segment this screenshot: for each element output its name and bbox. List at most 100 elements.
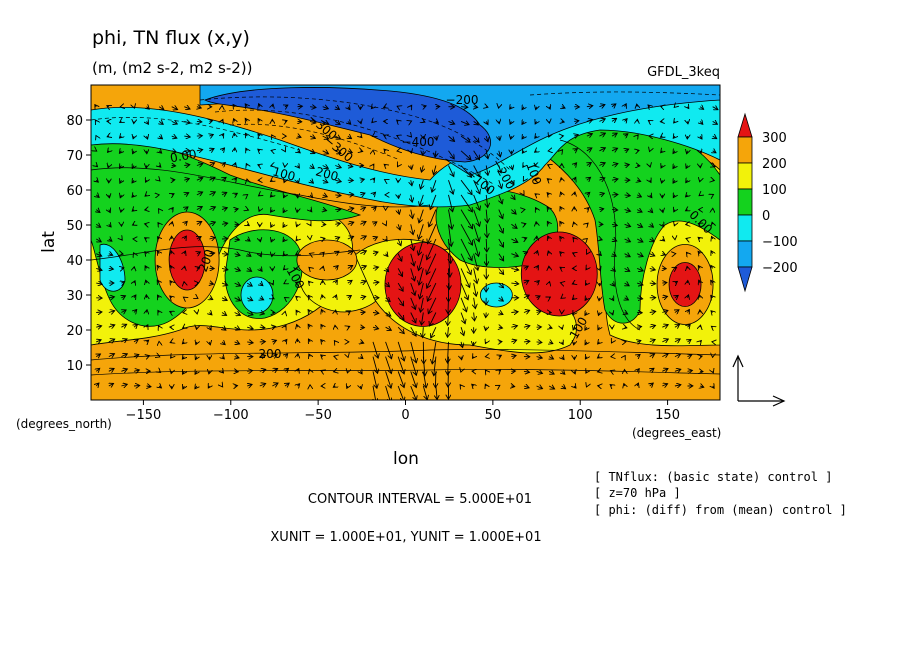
flux-vector — [611, 163, 618, 165]
flux-vector — [433, 165, 435, 175]
flux-vector — [650, 224, 654, 227]
flux-vector — [510, 121, 511, 124]
flux-vector — [486, 165, 488, 176]
flux-vector — [321, 324, 323, 327]
flux-vector — [447, 341, 448, 363]
y-tick-label: 50 — [66, 219, 83, 234]
flux-vector — [572, 283, 574, 284]
flux-vector — [108, 368, 114, 371]
flux-vector — [209, 121, 212, 122]
contour-label: −200 — [446, 93, 479, 107]
flux-vector — [285, 383, 289, 386]
flux-vector — [562, 342, 563, 345]
flux-vector — [674, 107, 675, 108]
flux-vector — [184, 179, 189, 181]
flux-vector — [473, 135, 479, 142]
flux-vector — [486, 121, 488, 124]
flux-vector — [498, 224, 503, 233]
flux-vector — [372, 341, 378, 358]
flux-vector — [637, 383, 638, 386]
flux-vector — [649, 268, 656, 270]
flux-vector — [610, 371, 612, 372]
flux-vector — [460, 194, 472, 212]
flux-vector — [397, 371, 404, 387]
flux-vector — [157, 280, 159, 283]
flux-vector — [221, 208, 227, 210]
flux-vectors — [95, 104, 718, 400]
flux-vector — [460, 312, 465, 324]
flux-vector — [132, 180, 134, 183]
flux-vector — [157, 295, 159, 298]
flux-vector — [96, 239, 101, 242]
flux-vector — [700, 107, 704, 110]
flux-vector — [96, 180, 98, 182]
flux-vector — [184, 107, 190, 109]
flux-vector — [272, 104, 273, 107]
flux-vector — [625, 283, 630, 286]
flux-vector — [147, 356, 150, 357]
flux-vector — [170, 281, 172, 283]
flux-vector — [96, 166, 97, 167]
flux-vector — [384, 164, 385, 165]
flux-vector — [637, 150, 639, 151]
flux-vector — [296, 239, 298, 241]
flux-vector — [109, 239, 112, 241]
flux-vector — [145, 195, 147, 196]
flux-vector — [511, 166, 512, 170]
flux-vector — [419, 209, 424, 223]
flux-vector — [713, 386, 714, 388]
flux-vector — [448, 180, 453, 194]
flux-vector — [360, 296, 365, 297]
flux-vector — [711, 311, 713, 313]
flux-vector — [209, 177, 215, 180]
flux-vector — [423, 121, 425, 122]
flux-vector — [624, 195, 631, 196]
flux-vector — [673, 166, 675, 169]
flux-vector — [96, 368, 100, 371]
flux-vector — [234, 239, 240, 240]
flux-vector — [560, 267, 562, 268]
flux-vector — [309, 136, 315, 138]
flux-vector — [335, 251, 339, 253]
flux-vector — [109, 210, 110, 213]
flux-vector — [661, 166, 662, 169]
flux-vector — [686, 180, 688, 183]
flux-vector — [420, 297, 423, 312]
flux-vector — [560, 221, 562, 224]
flux-vector — [536, 342, 542, 343]
flux-vector — [309, 267, 310, 268]
flux-vector — [700, 136, 702, 139]
flux-vector — [209, 313, 212, 315]
contour-label: 100 — [271, 164, 297, 183]
flux-vector — [535, 166, 537, 167]
flux-vector — [547, 221, 549, 224]
flux-vector — [687, 151, 688, 154]
flux-vector — [499, 313, 503, 315]
flux-vector — [372, 327, 379, 329]
flux-vector — [360, 193, 365, 195]
flux-vector — [209, 237, 215, 239]
flux-vector — [397, 356, 404, 374]
flux-vector — [397, 312, 404, 320]
flux-vector — [121, 268, 124, 269]
flux-vector — [96, 268, 102, 270]
flux-vector — [473, 238, 479, 256]
flux-vector — [625, 298, 629, 300]
flux-vector — [586, 106, 593, 107]
flux-vector — [574, 222, 575, 224]
flux-vector — [386, 298, 391, 302]
flux-vector — [662, 310, 668, 312]
flux-vector — [637, 195, 641, 197]
flux-vector — [460, 282, 468, 300]
flux-vector — [498, 253, 504, 261]
flux-vector — [599, 133, 605, 136]
flux-vector — [397, 282, 403, 291]
flux-vector — [599, 268, 600, 270]
flux-vector — [132, 210, 134, 212]
flux-vector — [147, 386, 151, 387]
flux-vector — [662, 296, 667, 297]
flux-vector — [637, 135, 638, 136]
flux-vector — [560, 207, 562, 210]
flux-vector — [96, 383, 99, 386]
flux-vector — [636, 224, 642, 227]
